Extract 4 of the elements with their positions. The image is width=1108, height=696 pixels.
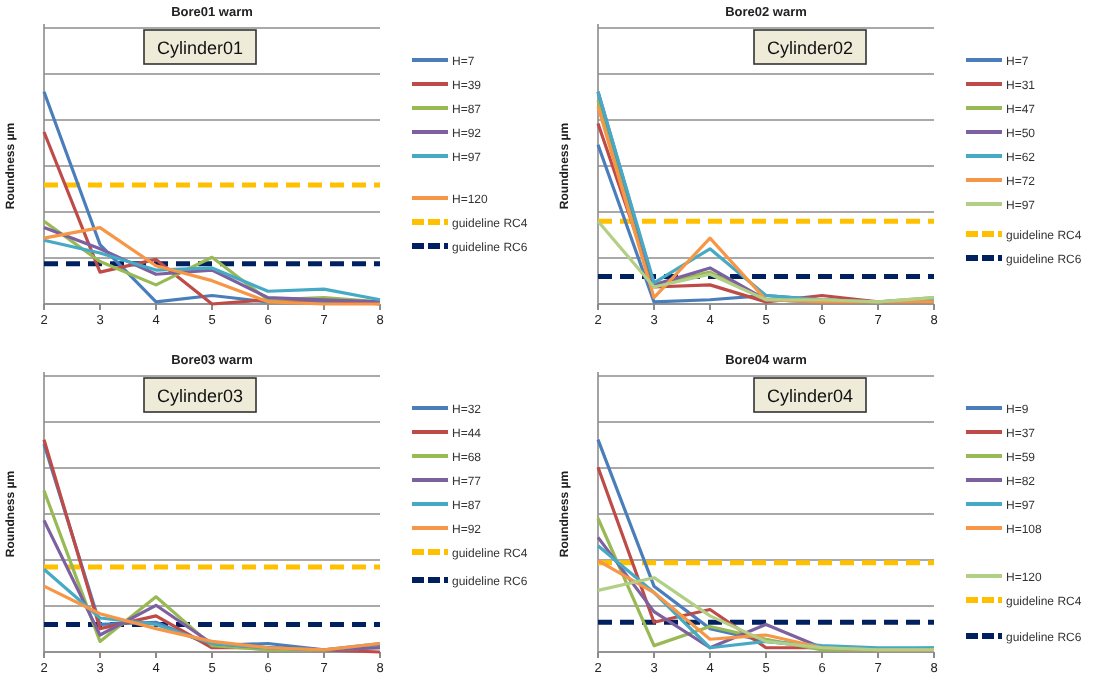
text: Cylinder01 <box>156 38 244 58</box>
text: Cylinder02 <box>766 38 854 58</box>
text: Cylinder03 <box>156 386 244 406</box>
text: Cylinder04 <box>766 386 854 406</box>
